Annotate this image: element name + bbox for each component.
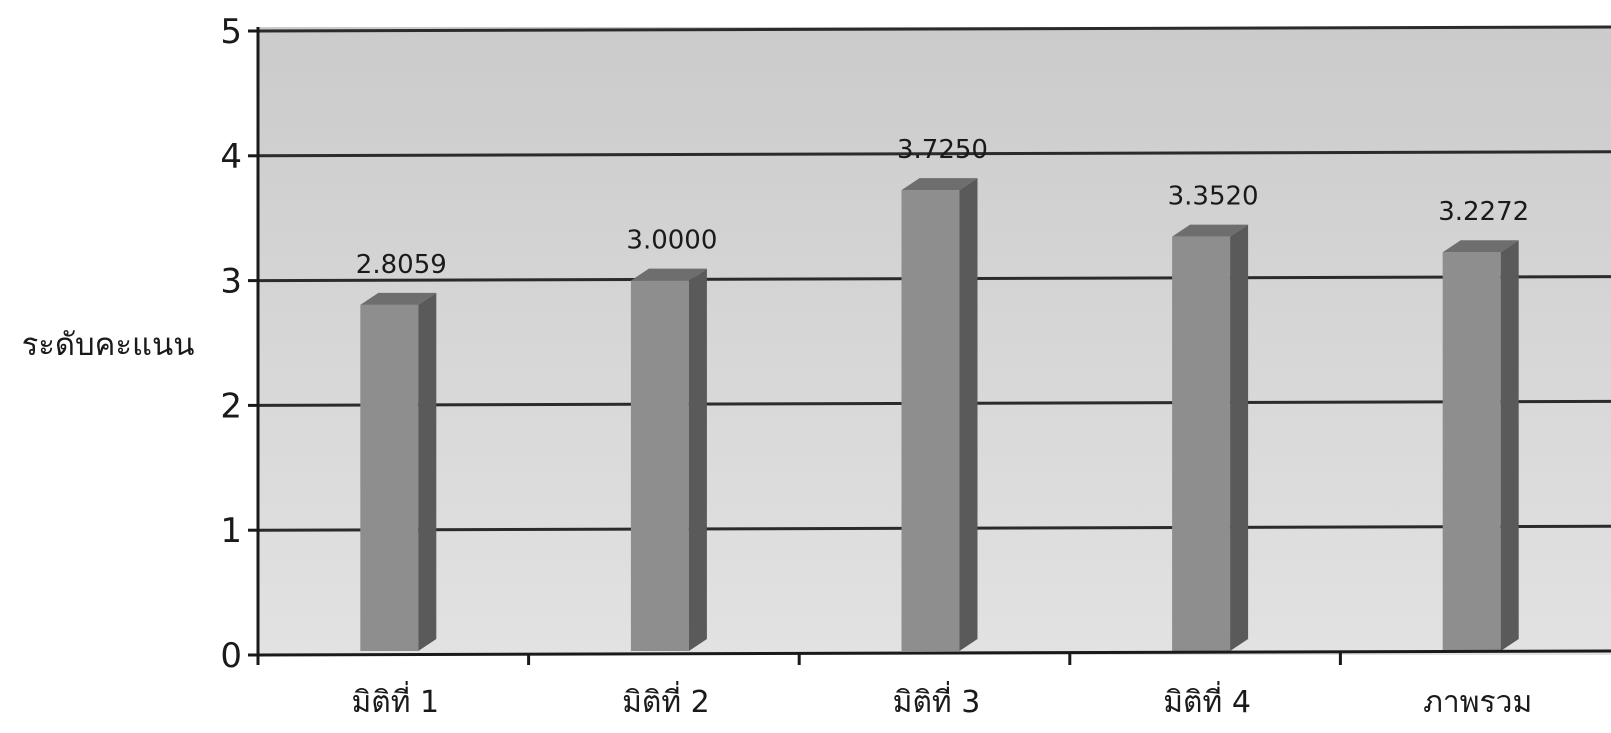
y-tick-label: 3 [220,262,242,302]
y-tick-label: 0 [220,636,242,676]
bar-top [901,178,978,191]
data-label: 3.3520 [1168,182,1259,212]
y-tick-label: 1 [220,511,242,551]
bar [630,268,707,651]
bar-side [688,268,707,651]
bar-top [360,292,437,305]
x-category-label: มิติที่ 1 [351,681,439,720]
y-tick-label: 4 [220,137,242,177]
bar-side [1230,224,1249,651]
x-category-label: มิติที่ 4 [1163,681,1251,720]
bar [901,178,978,651]
data-label: 3.0000 [626,226,717,256]
bar-front [1172,236,1231,651]
bar-front [630,280,689,651]
y-tick-label: 2 [220,386,242,426]
bar-top [1172,224,1249,237]
bar-front [1442,252,1501,652]
gridline [257,150,1611,158]
bar [1172,224,1249,651]
data-label: 3.2272 [1438,197,1529,227]
data-label: 2.8059 [356,250,447,280]
x-axis [257,649,1611,657]
bar [1442,240,1519,652]
bar-top [1442,240,1519,253]
bar-front [360,304,419,651]
bar-side [418,292,437,651]
x-category-label: มิติที่ 3 [893,681,981,720]
bar-side [1500,240,1519,652]
gridline [257,25,1611,33]
bar-front [901,190,960,651]
x-category-label: ภาพรวม [1423,685,1532,720]
y-tick-label: 5 [220,12,242,52]
bar-top [630,268,707,281]
y-axis-title: ระดับคะแนน [22,327,195,363]
x-category-label: มิติที่ 2 [622,681,710,720]
bar [360,292,437,651]
bar-side [959,178,978,651]
data-label: 3.7250 [897,135,988,165]
